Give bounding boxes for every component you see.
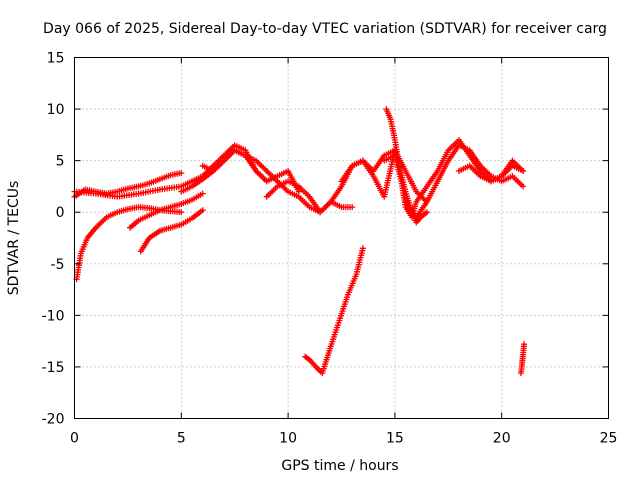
data-point [520,183,527,190]
data-series [71,106,528,377]
data-point [199,190,206,197]
data-point [520,168,527,174]
series-track-e [137,207,206,255]
y-tick-label: -5 [51,257,65,273]
y-tick-labels: -20 -15 -10 -5 0 5 10 15 [42,51,65,428]
x-tick-label: 5 [177,431,186,447]
data-point [521,341,528,348]
data-point [199,207,206,214]
data-point [349,204,356,211]
x-tick-labels: 0 5 10 15 20 25 [70,431,617,447]
grid-lines [74,57,609,419]
data-point [178,170,185,176]
x-tick-label: 0 [70,431,79,447]
x-tick-label: 20 [493,431,511,447]
series-line [304,248,364,375]
axis-ticks [74,57,609,419]
plot-frame [74,57,609,419]
data-point [423,209,430,216]
x-axis-title: GPS time / hours [281,458,398,474]
x-tick-label: 15 [386,431,404,447]
data-point [178,209,185,216]
series-track-c [73,204,185,283]
data-point [295,188,302,195]
y-tick-label: 5 [56,154,65,170]
series-line [76,206,182,280]
series-track-g [199,147,356,216]
y-tick-label: -20 [42,412,65,428]
chart-title: Day 066 of 2025, Sidereal Day-to-day VTE… [43,21,607,37]
series-track-n [302,245,366,377]
series-track-l [402,142,527,221]
y-tick-label: 10 [47,102,65,118]
y-tick-label: -10 [42,308,65,324]
series-track-d [127,190,206,231]
y-axis-title: SDTVAR / TECUs [6,181,22,296]
data-point [359,245,366,252]
x-tick-label: 10 [279,431,297,447]
series-track-b [71,142,270,200]
series-track-m [456,157,527,185]
y-tick-label: -15 [42,360,65,376]
y-tick-label: 15 [47,51,65,67]
x-tick-label: 25 [600,431,618,447]
y-tick-label: 0 [56,205,65,221]
series-track-o [517,341,528,377]
series-track-h [263,147,398,216]
